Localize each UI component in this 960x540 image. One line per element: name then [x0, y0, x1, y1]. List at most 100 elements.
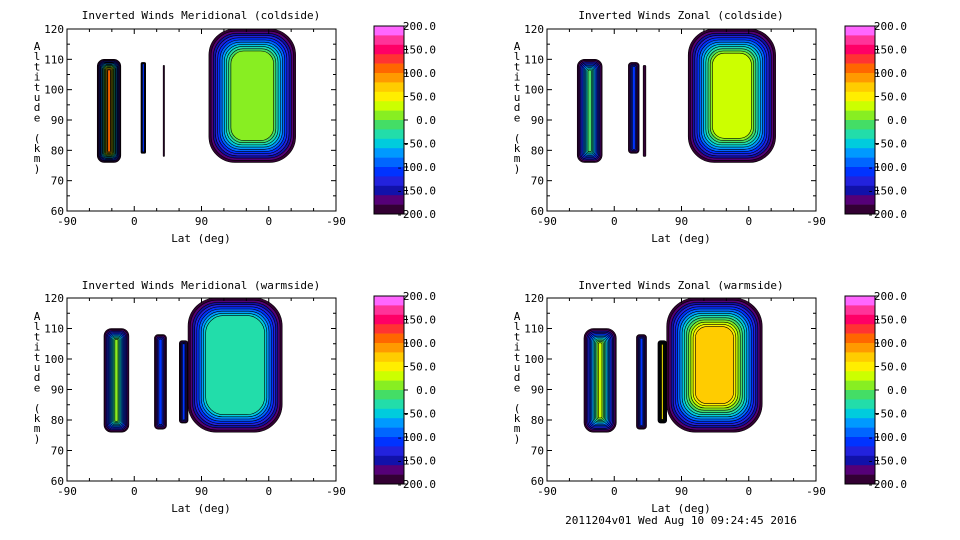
contour-blob [628, 62, 640, 154]
colorbar-swatch [845, 26, 875, 36]
colorbar-swatch [374, 129, 404, 140]
y-axis-label-char: A [34, 310, 41, 323]
x-tick-label: 0 [745, 215, 752, 228]
contour-level [162, 65, 165, 157]
colorbar-swatch [374, 120, 404, 130]
y-axis-label-char: u [514, 91, 521, 104]
colorbar-swatch [845, 446, 875, 457]
colorbar-swatch [845, 418, 875, 428]
y-axis-label-char: d [34, 371, 41, 384]
colorbar-swatch [845, 390, 875, 400]
contour-level [114, 339, 119, 422]
y-axis: 60 70 80 90 100 110 120 [524, 23, 816, 218]
y-axis-label-char: ) [514, 162, 521, 175]
colorbar-swatch [374, 185, 404, 196]
colorbar-tick-label: 150.0 [403, 44, 436, 57]
y-axis-label-char: i [34, 71, 41, 84]
y-axis-label-char: d [514, 371, 521, 384]
y-tick-label: 120 [44, 23, 64, 36]
contour-level [158, 338, 163, 426]
contour-blob [657, 340, 668, 424]
colorbar-swatch [845, 371, 875, 381]
y-tick-label: 80 [51, 144, 64, 157]
colorbar-tick-label: -100.0 [396, 431, 436, 444]
x-tick-label: -90 [57, 215, 77, 228]
footer-timestamp: 2011204v01 Wed Aug 10 09:24:45 2016 [565, 514, 797, 527]
colorbar-swatch [845, 204, 875, 215]
x-axis: -90 0 90 0 -90 [57, 29, 346, 228]
colorbar-swatch [845, 333, 875, 344]
colorbar: 200.0 150.0 100.0 50.0 0.0 -50.0 -100.0 -150.0 -… [844, 290, 908, 491]
contour-blob [576, 59, 603, 163]
colorbar-tick-label: 0.0 [887, 114, 907, 127]
y-axis-label-char: k [34, 412, 41, 425]
colorbar-swatch [374, 437, 404, 447]
colorbar-swatch [845, 437, 875, 447]
y-axis-label-char: t [514, 330, 521, 343]
colorbar-swatch [845, 82, 875, 93]
colorbar-tick-label: 0.0 [416, 114, 436, 127]
panel-meridional-coldside: Inverted Winds Meridional (coldside) 60 7… [34, 9, 436, 245]
y-axis-label-char: m [34, 422, 41, 435]
colorbar-swatch [845, 167, 875, 177]
colorbar-swatch [845, 129, 875, 140]
colorbar-tick-label: 50.0 [881, 361, 908, 374]
contour-level [631, 65, 636, 150]
contour-level [639, 337, 644, 426]
colorbar-tick-label: 100.0 [403, 337, 436, 350]
contour-blob [103, 328, 130, 433]
colorbar-tick-label: -50.0 [874, 408, 907, 421]
y-axis-label-char: t [514, 81, 521, 94]
colorbar-swatch [374, 204, 404, 215]
y-axis: 60 70 80 90 100 110 120 [524, 292, 816, 488]
y-tick-label: 100 [524, 84, 544, 97]
x-axis-label: Lat (deg) [651, 232, 711, 245]
colorbar-swatch [374, 305, 404, 316]
colorbar-swatch [845, 380, 875, 391]
colorbar-tick-label: 0.0 [887, 384, 907, 397]
y-axis-label-char: e [34, 111, 41, 124]
colorbar-swatch [845, 54, 875, 64]
colorbar-swatch [374, 54, 404, 64]
y-axis-label-char: A [514, 40, 521, 53]
colorbar-swatch [374, 333, 404, 344]
x-axis: -90 0 90 0 -90 [537, 29, 826, 228]
colorbar-tick-label: 0.0 [416, 384, 436, 397]
colorbar-swatch [845, 44, 875, 55]
colorbar-swatch [845, 399, 875, 410]
x-tick-label: 90 [675, 485, 688, 498]
colorbar-swatch [845, 91, 875, 102]
colorbar-swatch [374, 195, 404, 205]
colorbar-tick-label: -200.0 [867, 208, 907, 221]
contour-blob [687, 28, 776, 163]
x-axis-label: Lat (deg) [171, 502, 231, 515]
colorbar-tick-label: 50.0 [881, 91, 908, 104]
colorbar: 200.0 150.0 100.0 50.0 0.0 -50.0 -100.0 -150.0 -… [844, 20, 908, 221]
y-axis-label-char: i [514, 71, 521, 84]
y-axis-label-char: e [514, 381, 521, 394]
y-tick-label: 120 [524, 292, 544, 305]
colorbar-swatch [845, 305, 875, 316]
colorbar-swatch [374, 408, 404, 419]
colorbar-tick-label: 150.0 [403, 314, 436, 327]
colorbar-tick-label: -50.0 [403, 408, 436, 421]
contour-level [598, 342, 603, 419]
y-axis-label-char: u [514, 361, 521, 374]
colorbar-swatch [845, 195, 875, 205]
contour-blob [642, 65, 647, 157]
y-axis-label-char: u [34, 361, 41, 374]
y-axis-label-char: i [514, 341, 521, 354]
x-tick-label: -90 [537, 485, 557, 498]
panel-title: Inverted Winds Meridional (warmside) [82, 279, 320, 292]
colorbar-swatch [845, 176, 875, 187]
y-axis-label-char: l [514, 320, 521, 333]
colorbar-swatch [374, 324, 404, 334]
y-axis-label-char: ( [34, 132, 41, 145]
y-axis-label-char: ) [34, 162, 41, 175]
y-axis-label-char: l [34, 320, 41, 333]
panel-title: Inverted Winds Meridional (coldside) [82, 9, 320, 22]
colorbar-swatch [845, 148, 875, 158]
y-tick-label: 80 [531, 144, 544, 157]
